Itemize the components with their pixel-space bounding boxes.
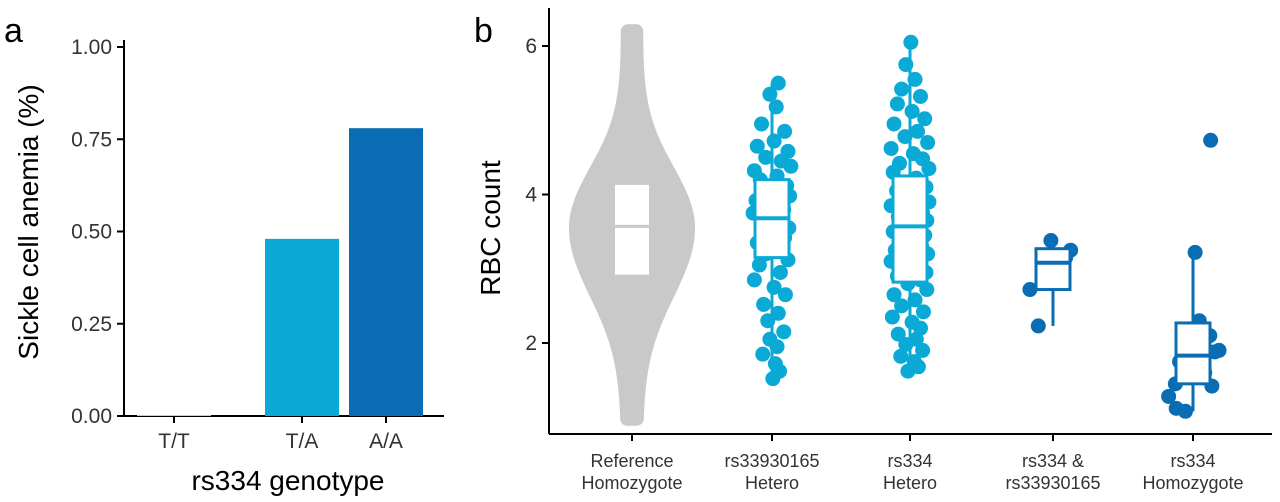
chart-b-point: [746, 272, 762, 288]
chart-b-point: [894, 298, 910, 314]
chart-b-ytick-label: 2: [525, 332, 537, 355]
chart-a-ytick-label: 0.75: [71, 128, 112, 151]
chart-b-ytick-label: 4: [525, 184, 537, 207]
chart-b-point: [889, 96, 905, 112]
chart-b-point: [907, 292, 923, 308]
chart-b-xtick-label: rs334: [1170, 451, 1215, 471]
chart-b-point: [919, 282, 935, 298]
chart-b-xtick-label: rs334 &: [1022, 451, 1084, 471]
chart-a-bar-A-A: [349, 128, 423, 416]
chart-b-point: [772, 264, 788, 280]
chart-b-point: [1161, 388, 1177, 404]
chart-b-xtick-label: Reference: [590, 451, 673, 471]
chart-b-xtick-label: Hetero: [883, 473, 937, 493]
chart-b-point: [920, 135, 936, 151]
chart-b-point: [776, 324, 792, 340]
chart-b-point: [749, 138, 765, 154]
chart-b-point: [890, 326, 906, 342]
chart-b-point: [1043, 233, 1059, 249]
chart-b-point: [755, 346, 771, 362]
chart-b-point: [762, 86, 778, 102]
chart-a-ytick-label: 0.50: [71, 221, 112, 244]
chart-b-point: [754, 116, 769, 132]
panel-a-label: a: [4, 12, 23, 50]
chart-b-point: [900, 363, 916, 379]
chart-b-point: [751, 257, 767, 273]
chart-b-point: [903, 34, 919, 50]
chart-b-point: [898, 336, 914, 352]
chart-a-xtick-label: T/A: [286, 430, 319, 453]
chart-b-point: [1022, 282, 1038, 298]
chart-b-point: [913, 88, 928, 104]
chart-b-point: [777, 123, 793, 139]
chart-b-box: [891, 174, 929, 284]
chart-b-group-3: rs334 &rs33930165: [1005, 233, 1101, 493]
chart-b-point: [1187, 244, 1203, 260]
chart-b-box: [1174, 321, 1212, 386]
chart-b-point: [766, 279, 782, 295]
chart-b-point: [898, 57, 914, 73]
chart-b-point: [1203, 132, 1219, 148]
chart-b-point: [894, 81, 910, 97]
chart-b-point: [917, 111, 933, 127]
chart-a-ytick-label: 1.00: [71, 36, 112, 59]
chart-b-point: [921, 161, 937, 177]
chart-b-point: [1030, 318, 1046, 334]
chart-b-point: [760, 313, 776, 329]
chart-a-ytick-label: 0.00: [71, 405, 112, 428]
chart-b-point: [883, 140, 899, 156]
chart-b-point: [777, 287, 793, 303]
chart-b-xtick-label: rs33930165: [724, 451, 819, 471]
chart-b-point: [770, 305, 786, 321]
chart-b-point: [766, 133, 782, 149]
chart-a-xtick-label: T/T: [158, 430, 190, 453]
panel-b-label: b: [474, 12, 493, 50]
chart-b-point: [893, 348, 909, 364]
chart-b-point: [770, 75, 786, 91]
chart-b-xtick-label: Homozygote: [581, 473, 682, 493]
chart-b-xtick-label: rs33930165: [1005, 473, 1100, 493]
chart-b-point: [915, 342, 931, 358]
chart-b-point: [783, 158, 799, 174]
chart-b-point: [886, 116, 902, 132]
chart-b-point: [768, 99, 784, 115]
chart-b-box: [615, 184, 649, 275]
chart-b-point: [756, 296, 772, 312]
chart-a-xtick-label: A/A: [369, 430, 403, 453]
chart-a-ylabel: Sickle cell anemia (%): [13, 84, 44, 359]
chart-a-ytick-label: 0.25: [71, 313, 112, 336]
chart-b-point: [907, 71, 923, 87]
chart-b-point: [904, 103, 920, 119]
chart-b-box: [1034, 247, 1072, 292]
chart-a-bar-T-T: [137, 415, 211, 416]
chart-a-bar-T-A: [265, 238, 339, 416]
chart-b-xtick-label: rs334: [887, 451, 932, 471]
chart-a-xlabel: rs334 genotype: [191, 465, 384, 496]
chart-b-point: [758, 149, 774, 165]
chart-b-xtick-label: Homozygote: [1142, 473, 1243, 493]
chart-b-point: [1177, 403, 1193, 419]
chart-b-point: [910, 123, 926, 139]
chart-b-xtick-label: Hetero: [745, 473, 799, 493]
chart-b-ytick-label: 6: [525, 35, 537, 58]
chart-a-bar: Sickle cell anemia (%) rs334 genotype 0.…: [13, 36, 444, 496]
chart-b-point: [769, 339, 785, 355]
chart-b-point: [884, 309, 900, 325]
chart-b-point: [897, 129, 913, 145]
chart-b-point: [915, 304, 931, 320]
chart-b-ylabel: RBC count: [475, 160, 506, 296]
chart-b-point: [765, 371, 781, 387]
chart-b-point: [886, 287, 902, 303]
chart-b-boxplot: RBC count 246ReferenceHomozygoters339301…: [475, 8, 1272, 493]
